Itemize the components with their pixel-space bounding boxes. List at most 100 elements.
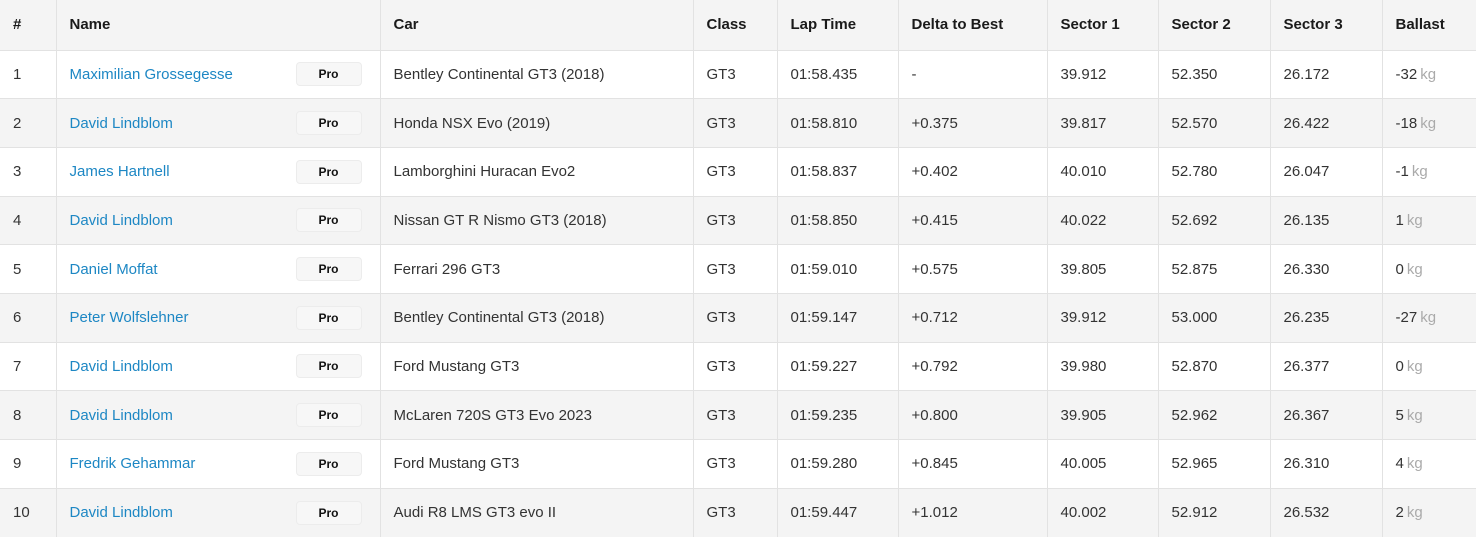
driver-link[interactable]: David Lindblom	[69, 504, 173, 522]
name-cell: Daniel Moffat Pro	[56, 244, 381, 294]
ballast-cell: 1 kg	[1382, 196, 1476, 246]
pro-badge: Pro	[295, 451, 362, 476]
lap-time-cell: 01:58.810	[777, 98, 899, 148]
car-cell: McLaren 720S GT3 Evo 2023	[380, 390, 694, 440]
sector1-cell: 39.912	[1047, 50, 1159, 100]
position-cell: 8	[0, 390, 57, 440]
name-cell: Peter Wolfslehner Pro	[56, 293, 381, 343]
lap-time-cell: 01:58.435	[777, 50, 899, 100]
col-header-position: #	[0, 0, 57, 51]
class-cell: GT3	[693, 439, 778, 489]
ballast-value: 0	[1395, 357, 1404, 375]
lap-time-cell: 01:59.227	[777, 342, 899, 392]
driver-link[interactable]: Daniel Moffat	[69, 260, 158, 278]
ballast-unit: kg	[1411, 163, 1428, 181]
car-cell: Ford Mustang GT3	[380, 342, 694, 392]
name-cell: David Lindblom Pro	[56, 196, 381, 246]
delta-cell: +0.712	[898, 293, 1048, 343]
lap-time-cell: 01:58.837	[777, 147, 899, 197]
pro-badge: Pro	[295, 111, 362, 136]
delta-cell: +0.800	[898, 390, 1048, 440]
pro-badge: Pro	[295, 403, 362, 428]
sector3-cell: 26.310	[1270, 439, 1383, 489]
name-cell: David Lindblom Pro	[56, 390, 381, 440]
delta-cell: +0.792	[898, 342, 1048, 392]
ballast-unit: kg	[1406, 357, 1423, 375]
delta-cell: +1.012	[898, 488, 1048, 537]
name-cell: David Lindblom Pro	[56, 98, 381, 148]
sector2-cell: 52.962	[1158, 390, 1271, 440]
lap-time-cell: 01:59.447	[777, 488, 899, 537]
ballast-cell: -27 kg	[1382, 293, 1476, 343]
delta-cell: +0.402	[898, 147, 1048, 197]
driver-link[interactable]: David Lindblom	[69, 357, 173, 375]
driver-link[interactable]: Peter Wolfslehner	[69, 309, 189, 327]
table-row: 8 David Lindblom Pro McLaren 720S GT3 Ev…	[0, 390, 1476, 440]
pro-badge: Pro	[295, 257, 362, 282]
sector1-cell: 40.002	[1047, 488, 1159, 537]
driver-link[interactable]: David Lindblom	[69, 114, 173, 132]
driver-link[interactable]: Fredrik Gehammar	[69, 455, 196, 473]
pro-badge: Pro	[295, 500, 362, 525]
ballast-unit: kg	[1406, 455, 1423, 473]
class-cell: GT3	[693, 342, 778, 392]
sector1-cell: 40.022	[1047, 196, 1159, 246]
sector1-cell: 39.905	[1047, 390, 1159, 440]
sector2-cell: 52.912	[1158, 488, 1271, 537]
sector2-cell: 52.870	[1158, 342, 1271, 392]
col-header-delta: Delta to Best	[898, 0, 1048, 51]
driver-link[interactable]: James Hartnell	[69, 163, 170, 181]
driver-link[interactable]: David Lindblom	[69, 406, 173, 424]
sector3-cell: 26.367	[1270, 390, 1383, 440]
ballast-unit: kg	[1406, 504, 1423, 522]
ballast-value: -27	[1395, 309, 1418, 327]
name-cell: Fredrik Gehammar Pro	[56, 439, 381, 489]
ballast-cell: -32 kg	[1382, 50, 1476, 100]
table-row: 5 Daniel Moffat Pro Ferrari 296 GT3 GT3 …	[0, 244, 1476, 294]
ballast-cell: -1 kg	[1382, 147, 1476, 197]
table-row: 1 Maximilian Grossegesse Pro Bentley Con…	[0, 50, 1476, 100]
sector3-cell: 26.047	[1270, 147, 1383, 197]
position-cell: 3	[0, 147, 57, 197]
car-cell: Honda NSX Evo (2019)	[380, 98, 694, 148]
pro-badge: Pro	[295, 159, 362, 184]
car-cell: Audi R8 LMS GT3 evo II	[380, 488, 694, 537]
class-cell: GT3	[693, 98, 778, 148]
table-body: 1 Maximilian Grossegesse Pro Bentley Con…	[0, 50, 1476, 537]
lap-time-cell: 01:58.850	[777, 196, 899, 246]
class-cell: GT3	[693, 488, 778, 537]
ballast-unit: kg	[1420, 65, 1437, 83]
pro-badge: Pro	[295, 354, 362, 379]
position-cell: 5	[0, 244, 57, 294]
car-cell: Ford Mustang GT3	[380, 439, 694, 489]
ballast-value: 4	[1395, 455, 1404, 473]
sector1-cell: 39.817	[1047, 98, 1159, 148]
car-cell: Ferrari 296 GT3	[380, 244, 694, 294]
col-header-sector2: Sector 2	[1158, 0, 1271, 51]
table-row: 6 Peter Wolfslehner Pro Bentley Continen…	[0, 293, 1476, 343]
lap-time-cell: 01:59.235	[777, 390, 899, 440]
ballast-value: -32	[1395, 65, 1418, 83]
ballast-unit: kg	[1406, 406, 1423, 424]
ballast-cell: 5 kg	[1382, 390, 1476, 440]
ballast-cell: 4 kg	[1382, 439, 1476, 489]
sector2-cell: 52.350	[1158, 50, 1271, 100]
driver-link[interactable]: Maximilian Grossegesse	[69, 65, 233, 83]
position-cell: 6	[0, 293, 57, 343]
sector3-cell: 26.172	[1270, 50, 1383, 100]
ballast-unit: kg	[1406, 211, 1423, 229]
class-cell: GT3	[693, 50, 778, 100]
col-header-name: Name	[56, 0, 381, 51]
pro-badge: Pro	[295, 208, 362, 233]
table-row: 3 James Hartnell Pro Lamborghini Huracan…	[0, 147, 1476, 197]
sector3-cell: 26.135	[1270, 196, 1383, 246]
driver-link[interactable]: David Lindblom	[69, 211, 173, 229]
position-cell: 9	[0, 439, 57, 489]
name-cell: David Lindblom Pro	[56, 342, 381, 392]
delta-cell: -	[898, 50, 1048, 100]
sector1-cell: 40.005	[1047, 439, 1159, 489]
ballast-value: 2	[1395, 504, 1404, 522]
col-header-sector3: Sector 3	[1270, 0, 1383, 51]
table-row: 2 David Lindblom Pro Honda NSX Evo (2019…	[0, 98, 1476, 148]
